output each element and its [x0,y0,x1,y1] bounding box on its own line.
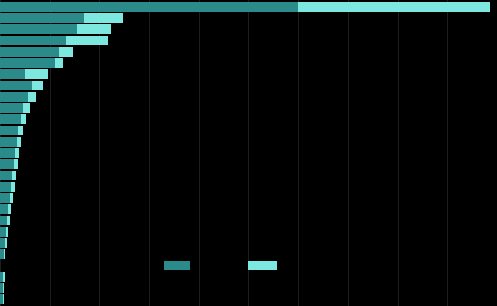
Bar [0,238,5,248]
Bar [298,2,490,12]
Bar [11,182,15,192]
Bar [0,13,84,23]
Bar [0,249,4,259]
Bar [18,126,23,135]
Bar [8,204,11,214]
Bar [248,261,277,270]
Bar [0,2,298,12]
Bar [0,193,10,203]
Bar [28,92,36,102]
Bar [25,69,48,79]
Bar [3,272,5,282]
Bar [0,47,59,57]
Bar [12,171,16,180]
Bar [32,81,43,90]
Bar [5,238,7,248]
Bar [21,114,26,124]
Bar [0,126,18,135]
Bar [0,216,7,225]
Bar [77,24,111,34]
Bar [0,137,17,147]
Bar [6,227,8,237]
Bar [10,193,13,203]
Bar [0,294,3,304]
Bar [0,148,15,158]
Bar [17,137,21,147]
Bar [4,249,5,259]
Bar [15,148,19,158]
Bar [55,58,63,68]
Bar [0,171,12,180]
Bar [0,24,77,34]
Bar [0,204,8,214]
Bar [0,92,28,102]
Bar [0,159,14,169]
Bar [7,216,10,225]
Bar [66,36,108,45]
Bar [59,47,73,57]
Bar [0,272,3,282]
Bar [3,294,4,304]
Bar [164,261,190,270]
Bar [0,81,32,90]
Bar [0,103,23,113]
Bar [0,114,21,124]
Bar [0,36,66,45]
Bar [0,182,11,192]
Bar [14,159,18,169]
Bar [3,283,4,293]
Bar [0,69,25,79]
Bar [0,58,55,68]
Bar [0,283,3,293]
Bar [23,103,30,113]
Bar [84,13,123,23]
Bar [0,227,6,237]
